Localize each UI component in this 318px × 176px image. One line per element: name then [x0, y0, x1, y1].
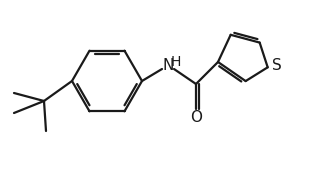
Text: N: N	[162, 58, 174, 74]
Text: S: S	[272, 58, 281, 73]
Text: H: H	[171, 55, 181, 69]
Text: O: O	[190, 111, 202, 125]
